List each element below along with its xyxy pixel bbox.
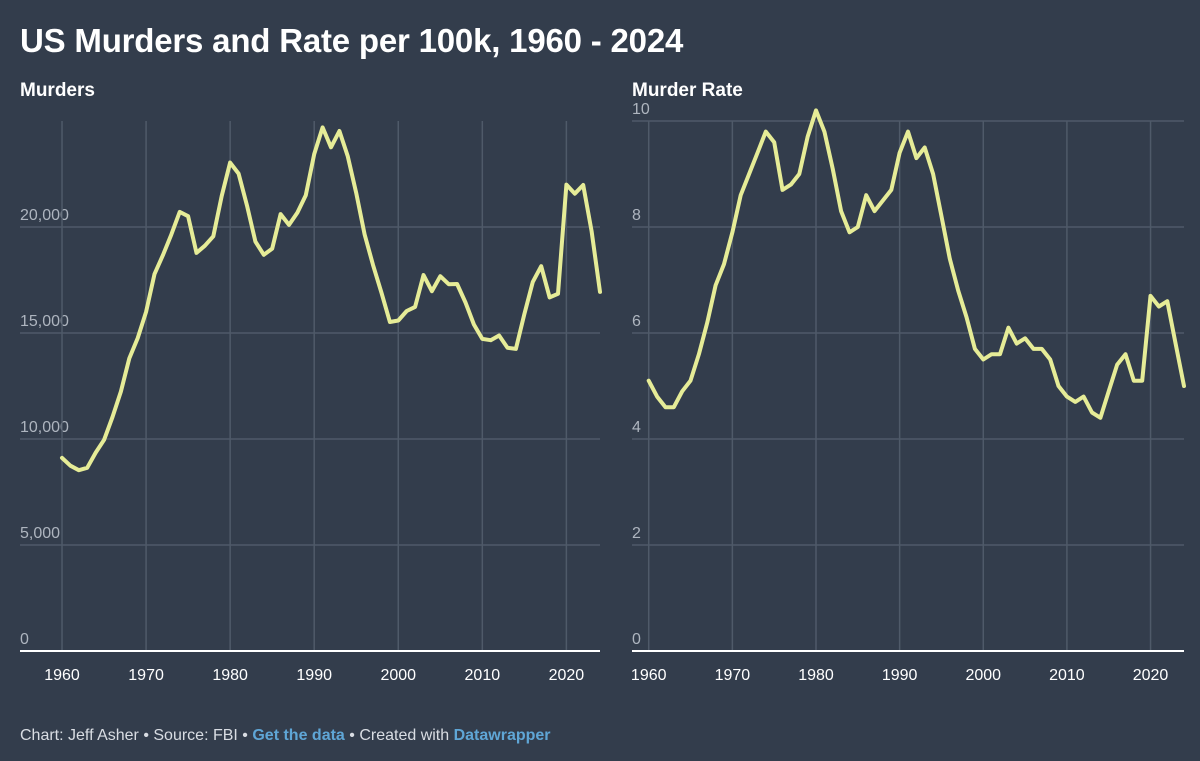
rate-x-tick-label: 2000 (965, 667, 1001, 684)
rate-x-tick-label: 1990 (882, 667, 918, 684)
murders-x-tick-label: 2010 (465, 667, 501, 684)
murders-y-tick-label: 20,000 (20, 207, 69, 224)
footer-created-with: Created with (359, 727, 454, 744)
rate-y-tick-label: 2 (632, 525, 641, 542)
rate-y-tick-label: 6 (632, 313, 641, 330)
murders-x-tick-label: 1980 (212, 667, 248, 684)
murders-x-tick-label: 2000 (380, 667, 416, 684)
rate-x-tick-label: 2020 (1133, 667, 1169, 684)
footer-author: Chart: Jeff Asher (20, 727, 139, 744)
get-the-data-link[interactable]: Get the data (252, 727, 345, 744)
chart-title: US Murders and Rate per 100k, 1960 - 202… (20, 22, 684, 59)
footer-separator: • (237, 727, 253, 744)
rate-y-tick-label: 4 (632, 419, 641, 436)
rate-x-tick-label: 1980 (798, 667, 834, 684)
footer-source: Source: FBI (153, 727, 238, 744)
rate-y-tick-label: 8 (632, 207, 641, 224)
rate-x-tick-label: 2010 (1049, 667, 1085, 684)
murders-x-tick-label: 1970 (128, 667, 164, 684)
murders-x-tick-label: 1990 (296, 667, 332, 684)
murders-x-tick-label: 1960 (44, 667, 80, 684)
rate-x-tick-label: 1970 (715, 667, 751, 684)
rate-y-tick-label: 10 (632, 101, 650, 118)
murders-y-tick-label: 5,000 (20, 525, 60, 542)
murders-x-tick-label: 2020 (549, 667, 585, 684)
datawrapper-link[interactable]: Datawrapper (453, 727, 551, 744)
rate-series-line (646, 108, 1186, 420)
murders-series-line (60, 125, 602, 473)
footer-separator: • (138, 727, 154, 744)
rate-y-tick-label: 0 (632, 631, 641, 648)
rate-x-tick-label: 1960 (631, 667, 667, 684)
murders-y-tick-label: 0 (20, 631, 29, 648)
footer: Chart: Jeff Asher • Source: FBI • Get th… (20, 727, 551, 745)
panel-title-murders: Murders (20, 80, 95, 101)
panel-title-murder-rate: Murder Rate (632, 80, 743, 101)
footer-separator: • (344, 727, 360, 744)
murders-y-tick-label: 10,000 (20, 419, 69, 436)
murders-y-tick-label: 15,000 (20, 313, 69, 330)
